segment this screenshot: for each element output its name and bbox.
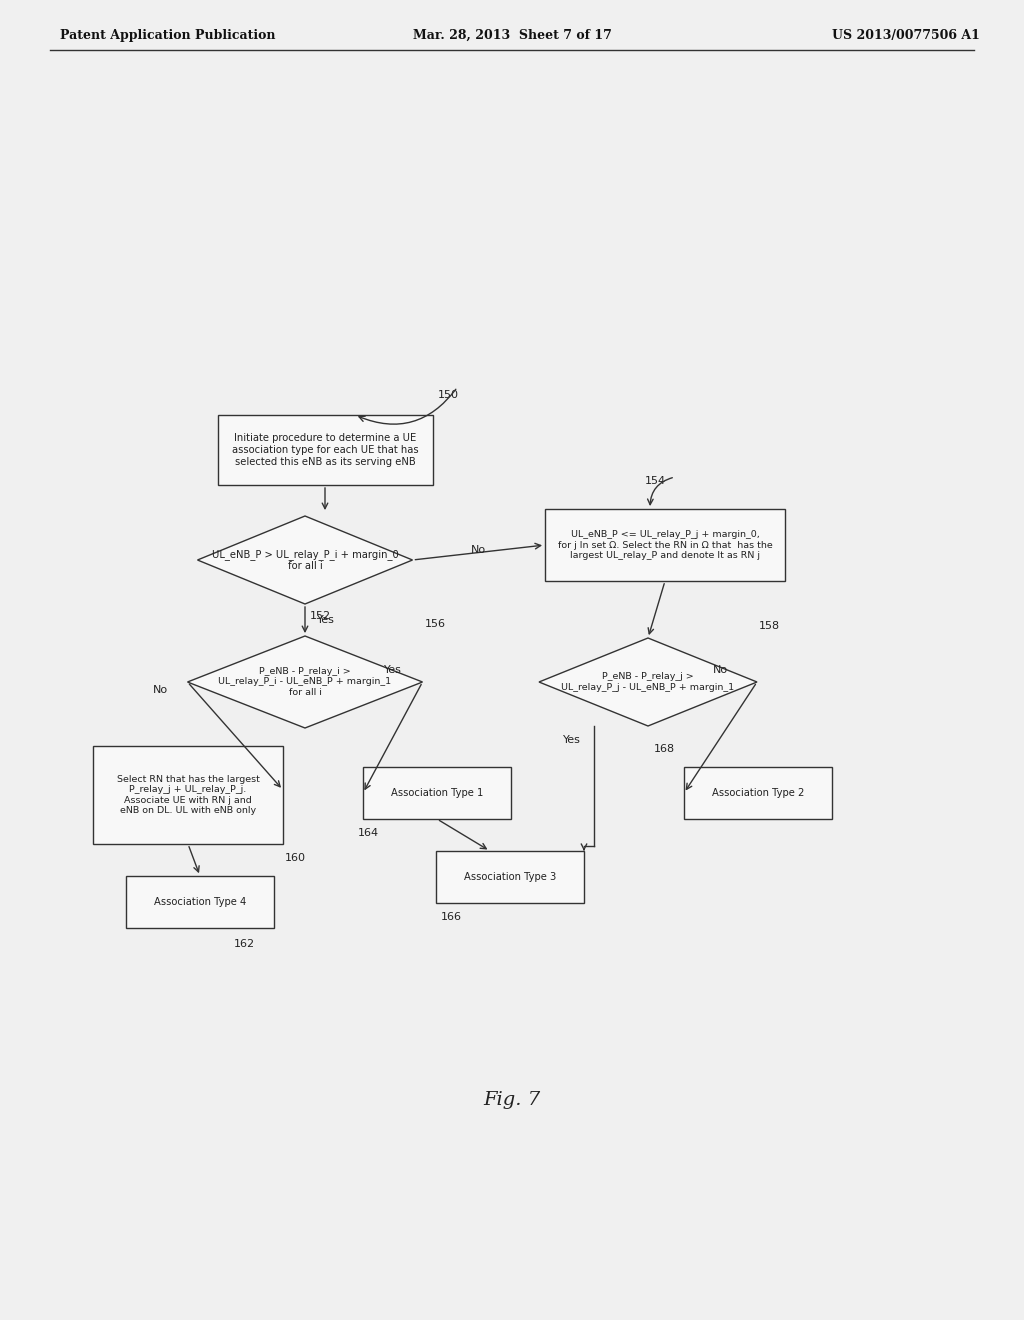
Text: Mar. 28, 2013  Sheet 7 of 17: Mar. 28, 2013 Sheet 7 of 17 (413, 29, 611, 41)
Text: No: No (713, 665, 728, 675)
Text: Yes: Yes (562, 735, 581, 744)
Polygon shape (539, 638, 757, 726)
Bar (436, 851, 584, 903)
Bar (684, 767, 831, 818)
Text: No: No (153, 685, 168, 696)
Text: US 2013/0077506 A1: US 2013/0077506 A1 (833, 29, 980, 41)
Text: Select RN that has the largest
P_relay_j + UL_relay_P_j.
Associate UE with RN j : Select RN that has the largest P_relay_j… (117, 775, 259, 814)
Text: 160: 160 (285, 853, 306, 863)
Text: 150: 150 (437, 389, 459, 400)
Bar (93, 746, 283, 843)
Text: No: No (471, 545, 486, 554)
Text: 158: 158 (759, 620, 780, 631)
Text: Association Type 2: Association Type 2 (712, 788, 804, 799)
Text: 166: 166 (441, 912, 462, 921)
Bar (545, 510, 785, 581)
Text: UL_eNB_P <= UL_relay_P_j + margin_0,
for j In set Ω. Select the RN in Ω that  ha: UL_eNB_P <= UL_relay_P_j + margin_0, for… (558, 531, 772, 560)
Bar (217, 414, 432, 484)
Text: 162: 162 (234, 939, 255, 949)
Text: UL_eNB_P > UL_relay_P_i + margin_0
for all i: UL_eNB_P > UL_relay_P_i + margin_0 for a… (212, 549, 398, 572)
Polygon shape (187, 636, 423, 729)
Text: Fig. 7: Fig. 7 (483, 1092, 541, 1109)
Text: 168: 168 (654, 744, 675, 754)
Bar (362, 767, 511, 818)
Text: P_eNB - P_relay_j >
UL_relay_P_j - UL_eNB_P + margin_1: P_eNB - P_relay_j > UL_relay_P_j - UL_eN… (561, 672, 734, 692)
Text: Patent Application Publication: Patent Application Publication (60, 29, 275, 41)
Text: 156: 156 (425, 619, 445, 630)
Text: Association Type 4: Association Type 4 (154, 898, 246, 907)
Text: Association Type 1: Association Type 1 (391, 788, 483, 799)
Text: Association Type 3: Association Type 3 (464, 873, 556, 882)
Text: 154: 154 (645, 477, 667, 486)
Bar (126, 876, 274, 928)
Text: Yes: Yes (317, 615, 335, 624)
Text: 152: 152 (310, 611, 331, 620)
Text: 164: 164 (358, 828, 379, 838)
Text: Yes: Yes (384, 665, 401, 675)
Text: Initiate procedure to determine a UE
association type for each UE that has
selec: Initiate procedure to determine a UE ass… (231, 433, 419, 466)
Polygon shape (198, 516, 413, 605)
Text: P_eNB - P_relay_i >
UL_relay_P_i - UL_eNB_P + margin_1
for all i: P_eNB - P_relay_i > UL_relay_P_i - UL_eN… (218, 667, 391, 697)
